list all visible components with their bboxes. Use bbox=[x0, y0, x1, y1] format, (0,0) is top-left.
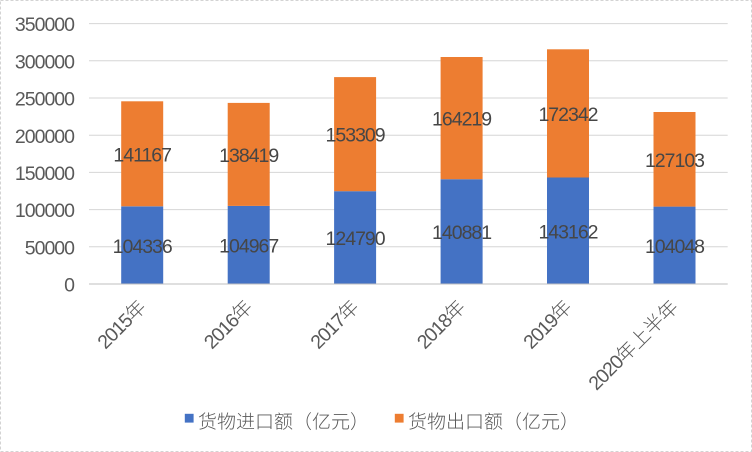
svg-text:172342: 172342 bbox=[538, 104, 597, 126]
svg-text:300000: 300000 bbox=[15, 51, 75, 73]
svg-text:50000: 50000 bbox=[25, 237, 75, 259]
svg-text:127103: 127103 bbox=[645, 150, 704, 172]
svg-text:143162: 143162 bbox=[538, 221, 597, 243]
svg-text:138419: 138419 bbox=[219, 145, 278, 167]
svg-text:141167: 141167 bbox=[113, 145, 171, 167]
svg-text:350000: 350000 bbox=[15, 14, 75, 36]
svg-text:250000: 250000 bbox=[15, 89, 75, 111]
svg-text:0: 0 bbox=[64, 275, 75, 297]
svg-text:104967: 104967 bbox=[219, 236, 278, 258]
svg-text:140881: 140881 bbox=[432, 222, 491, 244]
svg-text:150000: 150000 bbox=[15, 163, 75, 185]
svg-text:104048: 104048 bbox=[645, 236, 704, 258]
svg-text:200000: 200000 bbox=[15, 126, 75, 148]
svg-text:153309: 153309 bbox=[326, 125, 385, 147]
svg-text:100000: 100000 bbox=[15, 200, 75, 222]
svg-text:124790: 124790 bbox=[326, 228, 386, 250]
svg-text:104336: 104336 bbox=[113, 236, 172, 258]
svg-text:164219: 164219 bbox=[432, 109, 491, 131]
